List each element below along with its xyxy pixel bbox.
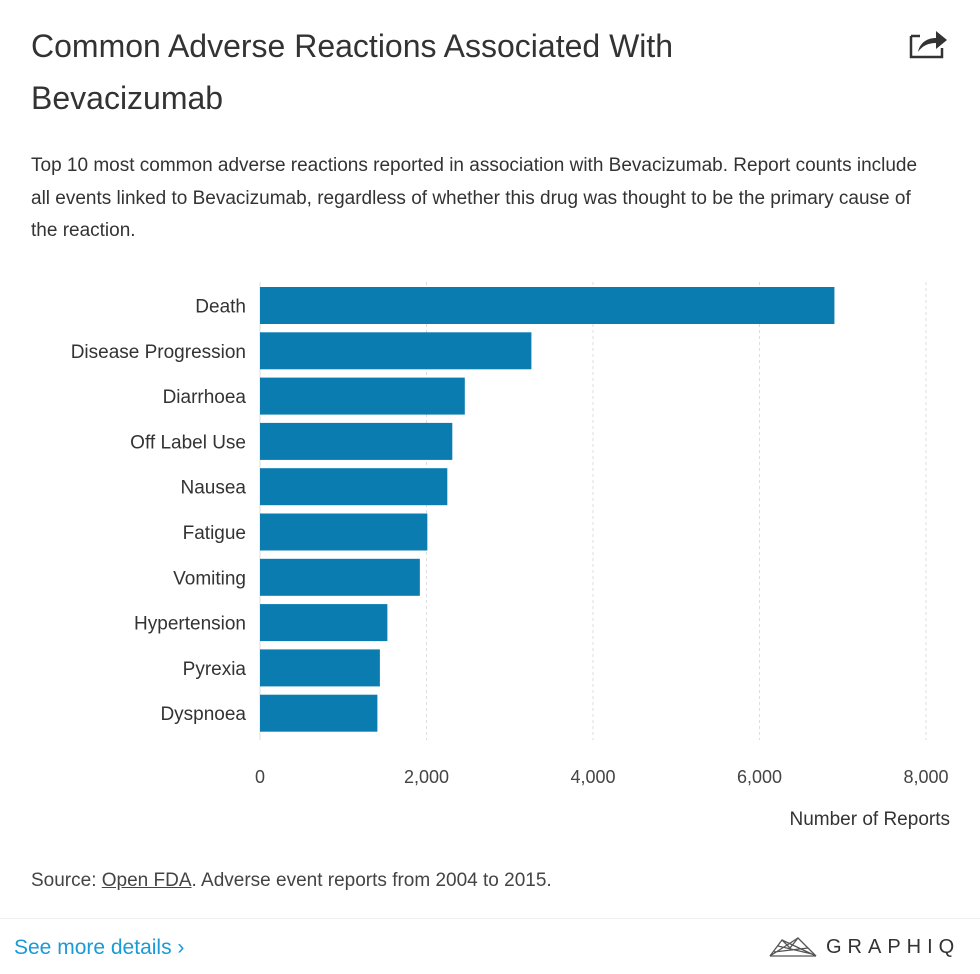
bar-off-label-use	[260, 422, 453, 460]
bar-dyspnoea	[260, 694, 378, 732]
bar-death	[260, 287, 835, 324]
share-icon[interactable]	[908, 26, 948, 60]
category-label: Off Label Use	[130, 432, 246, 453]
chart-title: Common Adverse Reactions Associated With…	[31, 28, 674, 116]
x-tick-label: 2,000	[404, 767, 449, 787]
bar-fatigue	[260, 513, 428, 551]
x-tick-label: 4,000	[570, 767, 615, 787]
category-label: Dyspnoea	[160, 704, 246, 725]
x-tick-label: 6,000	[737, 767, 782, 787]
category-label: Fatigue	[183, 523, 246, 544]
see-more-link[interactable]: See more details ›	[14, 936, 185, 959]
x-axis-title: Number of Reports	[789, 809, 950, 830]
bar-hypertension	[260, 604, 388, 642]
x-tick-label: 0	[255, 767, 265, 787]
bar-pyrexia	[260, 649, 380, 687]
source-prefix: Source:	[31, 870, 102, 891]
category-label: Pyrexia	[183, 659, 247, 680]
bar-disease-progression	[260, 332, 532, 370]
logo-text: GRAPHIQ	[826, 935, 961, 958]
category-label: Diarrhoea	[163, 387, 247, 408]
source-suffix: . Adverse event reports from 2004 to 201…	[191, 870, 552, 891]
category-label: Nausea	[181, 478, 247, 499]
bar-vomiting	[260, 558, 420, 596]
x-tick-label: 8,000	[903, 767, 948, 787]
chart-subtitle: Top 10 most common adverse reactions rep…	[31, 155, 918, 241]
bar-nausea	[260, 468, 448, 506]
category-label: Vomiting	[173, 568, 246, 589]
category-label: Disease Progression	[71, 342, 246, 363]
graphiq-logo: GRAPHIQ	[768, 934, 960, 960]
category-label: Hypertension	[134, 614, 246, 635]
divider	[0, 918, 980, 919]
category-label: Death	[195, 297, 246, 318]
bar-diarrhoea	[260, 377, 465, 415]
graphiq-mountain-icon	[769, 937, 817, 957]
source-link[interactable]: Open FDA	[101, 870, 192, 891]
source-note: Source: Open FDA. Adverse event reports …	[31, 870, 552, 892]
bar-chart: 0 2,000 4,000 6,000 8,000 Death Disease Progre…	[71, 282, 950, 830]
